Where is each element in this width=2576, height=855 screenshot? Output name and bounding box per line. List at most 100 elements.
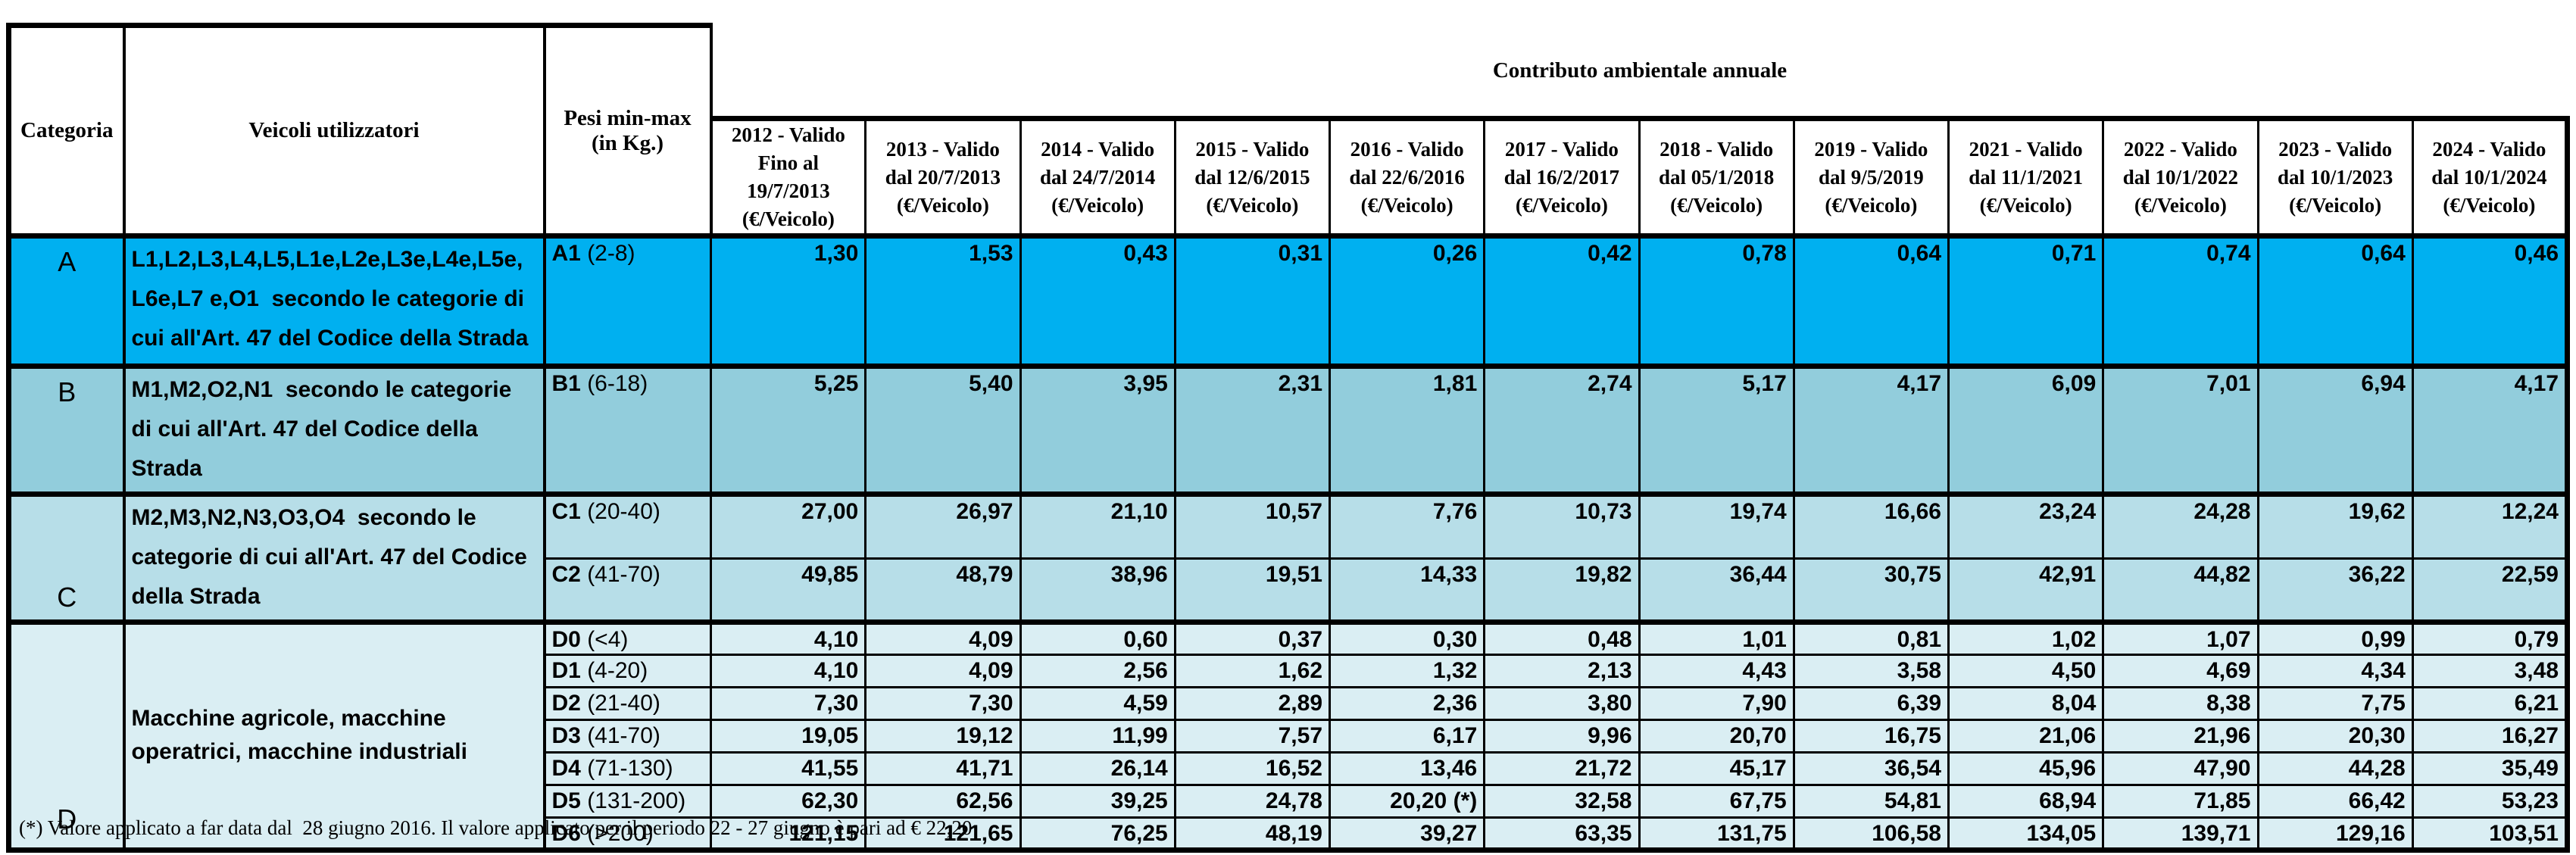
table-row-D4: D4 (71-130) 41,55 41,71 26,14 16,52 13,46 21,7… [9, 751, 2571, 786]
value-cell-B1-2015: 2,31 [1173, 364, 1332, 495]
value-cell-D0-2018: 1,01 [1638, 619, 1795, 656]
footnote: (*) Valore applicato a far data dal 28 g… [19, 816, 973, 839]
value-cell-D5-2016: 20,20 (*) [1328, 784, 1486, 819]
weight-cell-C2: C2 (41-70) [543, 557, 712, 623]
value-cell-C1-2017: 10,73 [1483, 491, 1641, 560]
value-cell-D2-2015: 2,89 [1173, 686, 1332, 721]
value-cell-A1-2015: 0,31 [1173, 233, 1332, 367]
band-title: Contributo ambientale annuale [710, 25, 2568, 119]
weight-cell-D6: D6 (>200) [543, 816, 712, 853]
header-categoria: Categoria [6, 23, 126, 239]
value-cell-D5-2019: 54,81 [1792, 784, 1950, 819]
value-cell-D0-2016: 0,30 [1328, 619, 1486, 656]
contribution-table: Categoria Veicoli utilizzatori Pesi min-… [6, 23, 2571, 853]
value-cell-D0-2023: 0,99 [2256, 619, 2414, 656]
value-cell-D4-2014: 26,14 [1019, 751, 1176, 786]
value-cell-B1-2021: 6,09 [1947, 364, 2105, 495]
value-cell-D3-2015: 7,57 [1173, 719, 1332, 754]
value-cell-A1-2014: 0,43 [1019, 233, 1176, 367]
value-cell-C1-2023: 19,62 [2256, 491, 2414, 560]
table-body: A L1,L2,L3,L4,L5,L1e,L2e,L3e,L4e,L5e,L6e,… [6, 233, 2571, 853]
value-cell-C2-2022: 44,82 [2102, 557, 2259, 623]
header-veicoli-utilizzatori: Veicoli utilizzatori [122, 23, 546, 239]
value-cell-D6-2018: 131,75 [1638, 816, 1795, 853]
value-cell-C1-2022: 24,28 [2102, 491, 2259, 560]
value-cell-A1-2021: 0,71 [1947, 233, 2105, 367]
year-header-2012: 2012 - Valido Fino al 19/7/2013 (€/Veico… [709, 116, 867, 239]
value-cell-D5-2012: 62,30 [709, 784, 867, 819]
value-cell-C2-2015: 19,51 [1173, 557, 1332, 623]
value-cell-D4-2012: 41,55 [709, 751, 867, 786]
value-cell-C2-2012: 49,85 [709, 557, 867, 623]
value-cell-B1-2023: 6,94 [2256, 364, 2414, 495]
value-cell-B1-2012: 5,25 [709, 364, 867, 495]
value-cell-D3-2012: 19,05 [709, 719, 867, 754]
value-cell-C2-2021: 42,91 [1947, 557, 2105, 623]
value-cell-D3-2021: 21,06 [1947, 719, 2105, 754]
value-cell-D0-2022: 1,07 [2102, 619, 2259, 656]
value-cell-D3-2017: 9,96 [1483, 719, 1641, 754]
year-header-row: 2012 - Valido Fino al 19/7/2013 (€/Veico… [9, 116, 2571, 239]
table-row-D6: D6 (>200) 121,15 121,65 76,25 48,19 39,27 63,3… [9, 816, 2571, 853]
weight-range: (41-70) [587, 723, 660, 748]
weight-cell-A1: A1 (2-8) [543, 233, 712, 367]
value-cell-D1-2015: 1,62 [1173, 654, 1332, 688]
value-cell-D6-2023: 129,16 [2256, 816, 2414, 853]
value-cell-D6-2021: 134,05 [1947, 816, 2105, 853]
year-header-2023: 2023 - Valido dal 10/1/2023 (€/Veicolo) [2256, 116, 2414, 239]
weight-range: (41-70) [587, 561, 660, 587]
value-cell-D0-2019: 0,81 [1792, 619, 1950, 656]
weight-code: D2 [551, 691, 588, 716]
weight-code: D0 [551, 627, 588, 653]
value-cell-D3-2024: 16,27 [2411, 719, 2571, 754]
table-row-B1: B M1,M2,O2,N1 secondo le categorie di cui… [6, 364, 2571, 497]
value-cell-D2-2019: 6,39 [1792, 686, 1950, 721]
table-row-D2: D2 (21-40) 7,30 7,30 4,59 2,89 2,36 3,80 7,90 6,… [9, 686, 2571, 721]
value-cell-D4-2016: 13,46 [1328, 751, 1486, 786]
value-cell-D6-2017: 63,35 [1483, 816, 1641, 853]
vehicles-cell-D: Macchine agricole, macchine operatrici, … [123, 619, 546, 853]
value-cell-C1-2018: 19,74 [1638, 491, 1795, 560]
value-cell-A1-2022: 0,74 [2102, 233, 2259, 367]
value-cell-D2-2014: 4,59 [1019, 686, 1176, 721]
value-cell-D6-2022: 139,71 [2102, 816, 2259, 853]
weight-code: D6 [551, 821, 588, 846]
value-cell-D1-2016: 1,32 [1328, 654, 1486, 688]
value-cell-C1-2024: 12,24 [2411, 491, 2571, 560]
value-cell-C2-2019: 30,75 [1792, 557, 1950, 623]
weight-code: D4 [551, 756, 588, 781]
vehicles-cell-A: L1,L2,L3,L4,L5,L1e,L2e,L3e,L4e,L5e,L6e,L… [123, 233, 546, 369]
table-row-D1: D1 (4-20) 4,10 4,09 2,56 1,62 1,32 2,13 4,43 3,5… [9, 654, 2571, 688]
weight-code: D5 [551, 788, 588, 813]
value-cell-A1-2012: 1,30 [709, 233, 867, 367]
value-cell-D2-2024: 6,21 [2411, 686, 2571, 721]
value-cell-A1-2023: 0,64 [2256, 233, 2414, 367]
value-cell-C1-2016: 7,76 [1328, 491, 1486, 560]
weight-code: C1 [551, 499, 588, 524]
year-header-2014: 2014 - Valido dal 24/7/2014 (€/Veicolo) [1019, 116, 1176, 239]
value-cell-A1-2016: 0,26 [1328, 233, 1486, 367]
value-cell-A1-2017: 0,42 [1483, 233, 1641, 367]
value-cell-D6-2016: 39,27 [1328, 816, 1486, 853]
year-header-2022: 2022 - Valido dal 10/1/2022 (€/Veicolo) [2102, 116, 2259, 239]
category-cell-D: D [6, 619, 126, 853]
value-cell-C2-2024: 22,59 [2411, 557, 2571, 623]
value-cell-A1-2019: 0,64 [1792, 233, 1950, 367]
value-cell-C2-2013: 48,79 [864, 557, 1022, 623]
value-cell-C2-2014: 38,96 [1019, 557, 1176, 623]
table-row-A1: A L1,L2,L3,L4,L5,L1e,L2e,L3e,L4e,L5e,L6e,… [6, 233, 2571, 369]
weight-code: C2 [551, 561, 588, 587]
value-cell-B1-2014: 3,95 [1019, 364, 1176, 495]
vehicles-cell-C: M2,M3,N2,N3,O3,O4 secondo le categorie d… [123, 491, 546, 625]
table-row-D3: D3 (41-70) 19,05 19,12 11,99 7,57 6,17 9,96 20,… [9, 719, 2571, 754]
weight-range: (2-8) [587, 241, 635, 267]
value-cell-D5-2013: 62,56 [864, 784, 1022, 819]
value-cell-B1-2022: 7,01 [2102, 364, 2259, 495]
table-row-D0: D Macchine agricole, macchine operatrici,… [6, 619, 2571, 853]
value-cell-B1-2017: 2,74 [1483, 364, 1641, 495]
value-cell-D1-2024: 3,48 [2411, 654, 2571, 688]
value-cell-D3-2016: 6,17 [1328, 719, 1486, 754]
value-cell-D4-2024: 35,49 [2411, 751, 2571, 786]
header-pesi-min-max: Pesi min-max (in Kg.) [542, 23, 713, 239]
value-cell-D2-2021: 8,04 [1947, 686, 2105, 721]
